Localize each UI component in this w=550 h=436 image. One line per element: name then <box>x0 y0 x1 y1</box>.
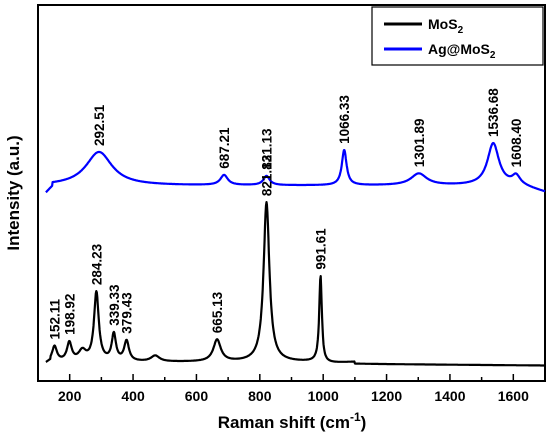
series-line-mos2 <box>45 201 546 367</box>
x-tick-label: 1000 <box>308 388 339 404</box>
peak-label: 284.23 <box>89 243 104 285</box>
peak-label: 991.61 <box>314 228 329 270</box>
peak-label: 292.51 <box>92 104 107 146</box>
peak-label: 379.43 <box>120 292 135 334</box>
peak-label: 198.92 <box>62 294 77 335</box>
peak-label: 152.11 <box>48 298 63 339</box>
peak-label: 1608.40 <box>509 119 524 168</box>
x-axis-title: Raman shift (cm-1) <box>218 410 367 432</box>
peak-label: 1301.89 <box>412 118 427 167</box>
peak-label: 1066.33 <box>337 95 352 144</box>
peak-label: 1536.68 <box>486 88 501 137</box>
legend: MoS2 Ag@MoS2 <box>371 6 544 66</box>
x-tick-label: 1400 <box>434 388 465 404</box>
legend-box <box>371 6 544 66</box>
peak-label: 339.33 <box>107 284 122 326</box>
peak-label: 821.13 <box>260 154 275 196</box>
y-axis-title: Intensity (a.u.) <box>4 135 23 250</box>
x-tick-label: 1200 <box>371 388 402 404</box>
peak-label: 687.21 <box>217 127 232 169</box>
legend-label-mos2: MoS2 <box>428 16 464 36</box>
peak-label: 821.13 <box>260 128 275 170</box>
x-tick-label: 600 <box>185 388 209 404</box>
x-tick-label: 400 <box>121 388 145 404</box>
x-tick-label: 200 <box>58 388 82 404</box>
x-tick-label: 1600 <box>498 388 529 404</box>
legend-label-ag-mos2: Ag@MoS2 <box>428 41 496 61</box>
peak-label: 665.13 <box>210 291 225 333</box>
spectrum-curves <box>45 141 546 367</box>
x-tick-label: 800 <box>248 388 272 404</box>
x-axis-ticks: 200 400 600 800 1000 1200 1400 1600 <box>37 374 546 404</box>
series-line-ag-mos2 <box>45 141 546 194</box>
